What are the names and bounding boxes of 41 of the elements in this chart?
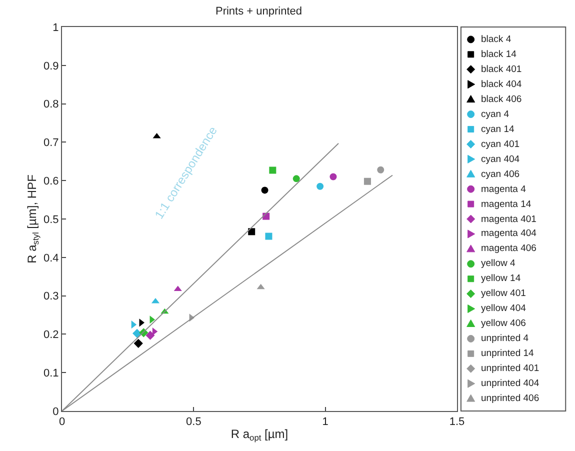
legend-label: magenta 406 (481, 243, 536, 254)
y-tick-label: 0.3 (44, 290, 59, 303)
y-tick-label: 0.1 (44, 367, 59, 380)
legend-label: yellow 406 (481, 318, 526, 329)
x-axis-title: R a$_{opt}$ [µm] (230, 427, 288, 443)
legend-label: black 401 (481, 64, 522, 75)
legend-label: cyan 14 (481, 124, 514, 135)
y-tick-label: 0.2 (44, 329, 59, 342)
legend-label: yellow 14 (481, 273, 521, 284)
legend-label: yellow 4 (481, 258, 516, 269)
legend-label: yellow 401 (481, 288, 526, 299)
legend-label: unprinted 401 (481, 363, 540, 374)
y-tick-label: 0 (52, 406, 59, 418)
y-tick-label: 0.6 (44, 175, 59, 188)
legend-label: magenta 404 (481, 228, 536, 239)
y-tick-label: 0.7 (44, 137, 59, 150)
legend-label: unprinted 4 (481, 333, 529, 344)
x-tick-label: 1.5 (449, 416, 465, 428)
legend-label: black 14 (481, 49, 516, 60)
y-tick-label: 1 (52, 22, 59, 34)
legend-label: unprinted 14 (481, 348, 534, 359)
y-tick-label: 0.4 (44, 252, 59, 264)
y-tick-label: 0.8 (44, 98, 59, 111)
legend-label: unprinted 404 (481, 378, 540, 389)
chart-title: Prints + unprinted (215, 5, 302, 18)
x-tick-label: 1 (322, 416, 328, 428)
legend-label: black 4 (481, 34, 512, 45)
y-tick-label: 0.9 (44, 60, 59, 72)
legend-label: magenta 4 (481, 184, 526, 195)
legend-label: yellow 404 (481, 303, 526, 314)
legend-label: black 406 (481, 94, 522, 105)
legend-label: cyan 401 (481, 139, 520, 150)
legend-label: cyan 404 (481, 154, 520, 165)
legend-label: magenta 401 (481, 214, 536, 225)
y-tick-label: 0.5 (44, 214, 59, 226)
legend-label: magenta 14 (481, 199, 532, 210)
legend-label: unprinted 406 (481, 393, 540, 404)
legend-label: black 404 (481, 79, 522, 90)
x-tick-label: 0.5 (186, 416, 202, 428)
legend-label: cyan 406 (481, 169, 520, 180)
legend-label: cyan 4 (481, 109, 509, 120)
